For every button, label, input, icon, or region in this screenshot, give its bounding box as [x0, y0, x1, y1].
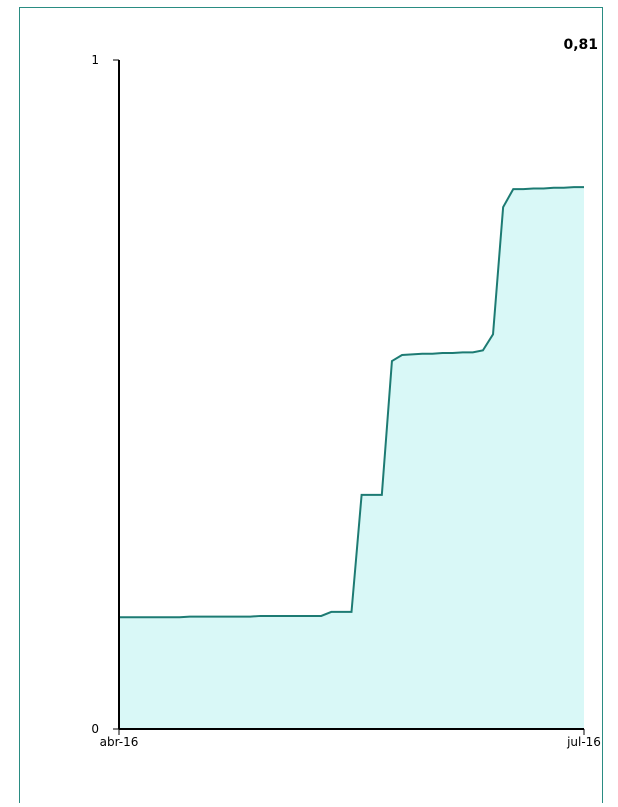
line	[119, 186, 584, 619]
current-value: 0,81	[563, 37, 598, 53]
area-fill	[119, 187, 584, 730]
y-tick-label: 1	[91, 53, 99, 67]
y-tick-label: 0	[91, 722, 99, 736]
x-tick-label: jul-16	[566, 735, 601, 749]
x-tick-label: abr-16	[100, 735, 139, 749]
panel-border	[19, 7, 603, 807]
